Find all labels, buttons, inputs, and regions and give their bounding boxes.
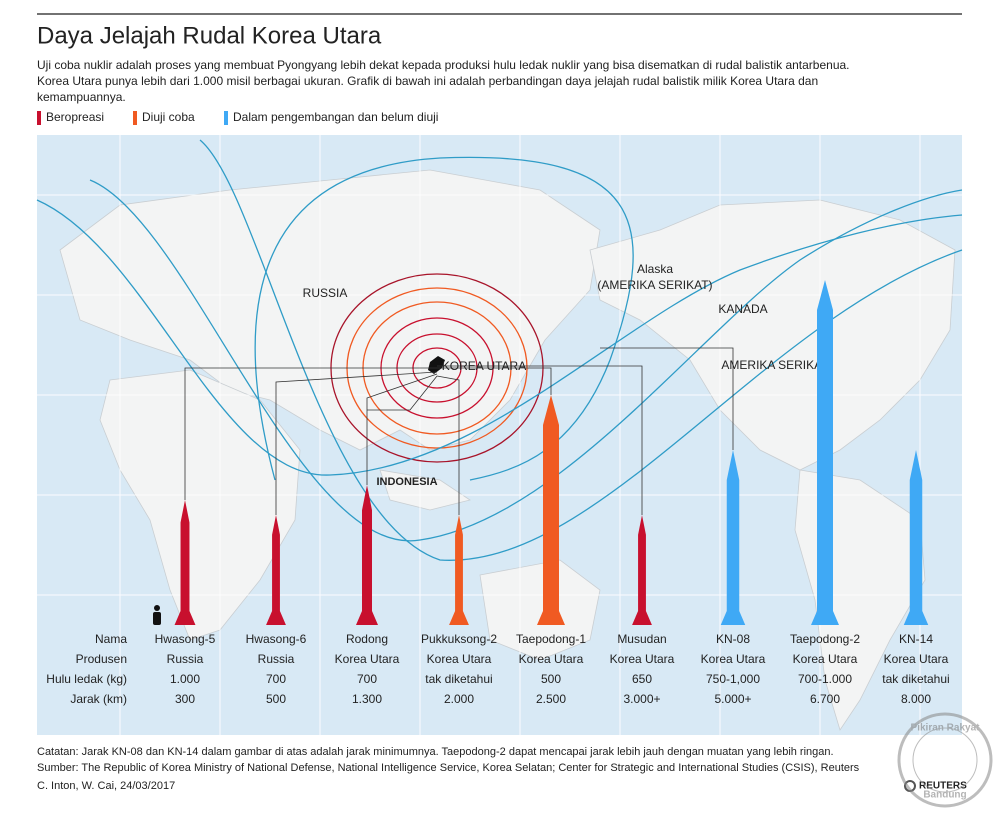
map-label: KOREA UTARA bbox=[442, 359, 526, 373]
row-label: Produsen bbox=[76, 652, 127, 666]
map-label: AMERIKA SERIKAT bbox=[721, 358, 829, 372]
cell: 650 bbox=[632, 672, 652, 686]
map: RUSSIA KOREA UTARA INDONESIA Alaska (AME… bbox=[36, 135, 963, 735]
cell: Taepodong-1 bbox=[516, 632, 586, 646]
missile bbox=[174, 500, 196, 625]
missile bbox=[903, 450, 929, 625]
missile bbox=[811, 280, 839, 625]
description: Uji coba nuklir adalah proses yang membu… bbox=[37, 58, 850, 72]
cell: tak diketahui bbox=[882, 672, 949, 686]
cell: 1.000 bbox=[170, 672, 200, 686]
missiles bbox=[174, 280, 929, 625]
cell: Korea Utara bbox=[884, 652, 949, 666]
cell: 3.000+ bbox=[623, 692, 660, 706]
cell: 700 bbox=[357, 672, 377, 686]
cell: Korea Utara bbox=[335, 652, 400, 666]
cell: Russia bbox=[167, 652, 204, 666]
title: Daya Jelajah Rudal Korea Utara bbox=[37, 22, 382, 49]
cell: Korea Utara bbox=[519, 652, 584, 666]
cell: 6.700 bbox=[810, 692, 840, 706]
legend-label: Beropreasi bbox=[46, 110, 104, 124]
legend-swatch bbox=[133, 111, 137, 125]
missile bbox=[720, 450, 746, 625]
row-label: Nama bbox=[95, 632, 127, 646]
map-label: Alaska bbox=[637, 262, 673, 276]
legend-swatch bbox=[224, 111, 228, 125]
connectors bbox=[184, 347, 734, 515]
north-korea-shape bbox=[428, 356, 445, 374]
map-label: (AMERIKA SERIKAT) bbox=[597, 278, 712, 292]
legend-label: Diuji coba bbox=[142, 110, 195, 124]
description: kemampuannya. bbox=[37, 90, 126, 104]
cell: 500 bbox=[541, 672, 561, 686]
graticule bbox=[37, 135, 962, 735]
cell: 1.300 bbox=[352, 692, 382, 706]
cell: Hwasong-5 bbox=[155, 632, 216, 646]
cell: Korea Utara bbox=[793, 652, 858, 666]
cell: Rodong bbox=[346, 632, 388, 646]
cell: 8.000 bbox=[901, 692, 931, 706]
watermark-city: Bandung bbox=[923, 790, 966, 801]
cell: 2.000 bbox=[444, 692, 474, 706]
source: Sumber: The Republic of Korea Ministry o… bbox=[37, 762, 860, 774]
missile bbox=[537, 395, 565, 625]
cell: Korea Utara bbox=[610, 652, 675, 666]
cell: Russia bbox=[258, 652, 295, 666]
map-label: RUSSIA bbox=[303, 286, 348, 300]
cell: 5.000+ bbox=[714, 692, 751, 706]
missile bbox=[632, 515, 652, 625]
row-label: Jarak (km) bbox=[70, 692, 127, 706]
cell: 2.500 bbox=[536, 692, 566, 706]
cell: tak diketahui bbox=[425, 672, 492, 686]
cell: 300 bbox=[175, 692, 195, 706]
cell: Pukkuksong-2 bbox=[421, 632, 497, 646]
cell: Korea Utara bbox=[427, 652, 492, 666]
map-label: KANADA bbox=[718, 302, 767, 316]
map-label: INDONESIA bbox=[376, 476, 437, 488]
cell: Hwasong-6 bbox=[246, 632, 307, 646]
cell: 750-1,000 bbox=[706, 672, 760, 686]
cell: KN-14 bbox=[899, 632, 933, 646]
watermark: Pikiran Rakyat Bandung bbox=[897, 712, 993, 808]
cell: 700 bbox=[266, 672, 286, 686]
credit: C. Inton, W. Cai, 24/03/2017 bbox=[37, 780, 175, 792]
person-scale bbox=[153, 605, 161, 625]
legend-label: Dalam pengembangan dan belum diuji bbox=[233, 110, 438, 124]
legend-swatch bbox=[37, 111, 41, 125]
note: Catatan: Jarak KN-08 dan KN-14 dalam gam… bbox=[37, 746, 834, 758]
cell: 500 bbox=[266, 692, 286, 706]
description: Korea Utara punya lebih dari 1.000 misil… bbox=[37, 74, 818, 88]
missile bbox=[266, 515, 286, 625]
cell: Taepodong-2 bbox=[790, 632, 860, 646]
cell: KN-08 bbox=[716, 632, 750, 646]
logo: REUTERS bbox=[919, 781, 967, 792]
row-label: Hulu ledak (kg) bbox=[46, 672, 127, 686]
watermark-name: Pikiran Rakyat bbox=[911, 723, 981, 734]
cell: 700-1.000 bbox=[798, 672, 852, 686]
cell: Korea Utara bbox=[701, 652, 766, 666]
missile bbox=[356, 485, 378, 625]
missile-table: Nama Produsen Hulu ledak (kg) Jarak (km) Hwa… bbox=[46, 632, 949, 706]
cell: Musudan bbox=[617, 632, 666, 646]
missile bbox=[449, 515, 469, 625]
